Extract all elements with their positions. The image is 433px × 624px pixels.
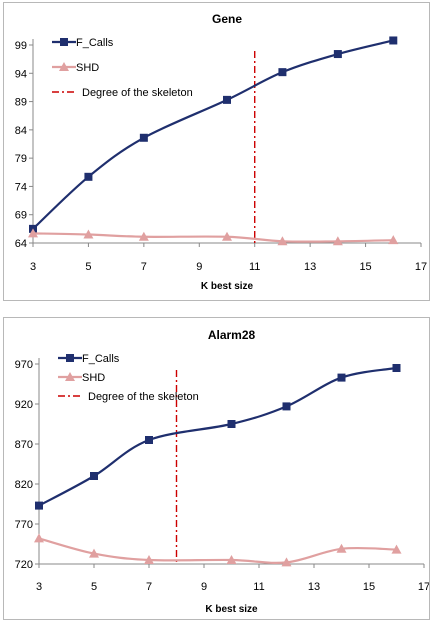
legend-marker-shd [59, 62, 69, 71]
data-point-f-calls [227, 420, 236, 428]
x-tick-label: 5 [91, 581, 97, 593]
x-tick-label: 9 [196, 261, 202, 273]
data-point-f-calls [84, 172, 93, 181]
x-tick-label: 15 [363, 581, 375, 593]
x-tick-label: 5 [85, 261, 91, 273]
legend-marker-shd [65, 372, 75, 381]
data-point-shd [83, 229, 94, 239]
y-tick-label: 64 [15, 238, 27, 250]
x-tick-label: 17 [418, 581, 429, 593]
legend-label-shd: SHD [76, 62, 99, 74]
data-point-f-calls [392, 364, 401, 372]
data-point-shd [388, 235, 399, 245]
data-point-shd [34, 533, 44, 543]
data-point-f-calls [337, 373, 346, 382]
data-point-f-calls [223, 95, 231, 104]
x-tick-label: 7 [141, 261, 147, 273]
data-point-shd [391, 544, 402, 554]
data-point-shd [226, 555, 237, 564]
legend-label-f-calls: F_Calls [76, 37, 114, 49]
data-point-f-calls [389, 36, 398, 45]
y-tick-label: 720 [15, 559, 33, 571]
y-tick-label: 79 [15, 153, 27, 165]
data-point-f-calls [282, 402, 291, 411]
legend-label-f-calls: F_Calls [82, 353, 120, 365]
x-tick-label: 7 [146, 581, 152, 593]
series-line-f-calls [38, 366, 397, 507]
data-point-f-calls [278, 68, 287, 77]
data-point-shd [281, 557, 292, 567]
y-tick-label: 870 [15, 439, 33, 451]
y-tick-label: 94 [15, 68, 27, 80]
x-tick-label: 9 [201, 581, 207, 593]
y-tick-label: 84 [15, 125, 27, 137]
data-point-shd [222, 231, 232, 241]
chart-panel-gene: Gene 64 69 74 79 84 89 94 99 3 5 7 9 11 13 15 17 K best s… [3, 2, 430, 301]
x-tick-label: 13 [308, 581, 320, 593]
x-axis-label: K best size [205, 604, 258, 615]
y-tick-label: 920 [15, 399, 33, 411]
legend-marker-f-calls [60, 38, 68, 46]
y-tick-label: 99 [15, 40, 27, 52]
y-tick-label: 89 [15, 97, 27, 109]
y-tick-label: 970 [15, 359, 33, 371]
data-point-f-calls [90, 472, 98, 480]
data-point-shd [28, 228, 38, 238]
y-tick-label: 74 [15, 181, 27, 193]
legend-label-degree-of-the-skeleton: Degree of the skeleton [88, 391, 199, 403]
y-tick-label: 820 [15, 479, 33, 491]
x-tick-label: 3 [36, 581, 42, 593]
data-point-shd [332, 236, 343, 246]
data-point-f-calls [35, 501, 43, 510]
x-tick-label: 11 [249, 261, 260, 273]
chart-title: Gene [212, 12, 242, 26]
data-point-shd [336, 543, 347, 553]
x-tick-label: 13 [304, 261, 316, 273]
chart-panel-alarm28: Alarm28 720 770 820 870 920 970 3 5 7 9 11 13 15 17 K b… [3, 317, 430, 620]
data-point-f-calls [139, 133, 148, 142]
data-point-f-calls [145, 436, 153, 444]
x-tick-label: 3 [30, 261, 36, 273]
x-tick-label: 15 [359, 261, 371, 273]
x-axis-label: K best size [201, 281, 254, 292]
y-tick-label: 770 [15, 519, 33, 531]
x-tick-label: 17 [415, 261, 427, 273]
chart-svg-alarm28: Alarm28 720 770 820 870 920 970 3 5 7 9 11 13 15 17 K b… [15, 328, 430, 615]
data-point-shd [89, 548, 99, 558]
data-point-shd [277, 236, 288, 246]
data-point-f-calls [333, 50, 342, 59]
legend-label-shd: SHD [82, 372, 105, 384]
legend-label-degree-of-the-skeleton: Degree of the skeleton [82, 87, 193, 99]
y-tick-label: 69 [15, 210, 27, 222]
chart-title: Alarm28 [208, 328, 256, 342]
legend-marker-f-calls [66, 354, 74, 362]
data-point-shd [144, 555, 154, 564]
data-point-shd [138, 231, 149, 241]
x-tick-label: 11 [253, 581, 264, 593]
